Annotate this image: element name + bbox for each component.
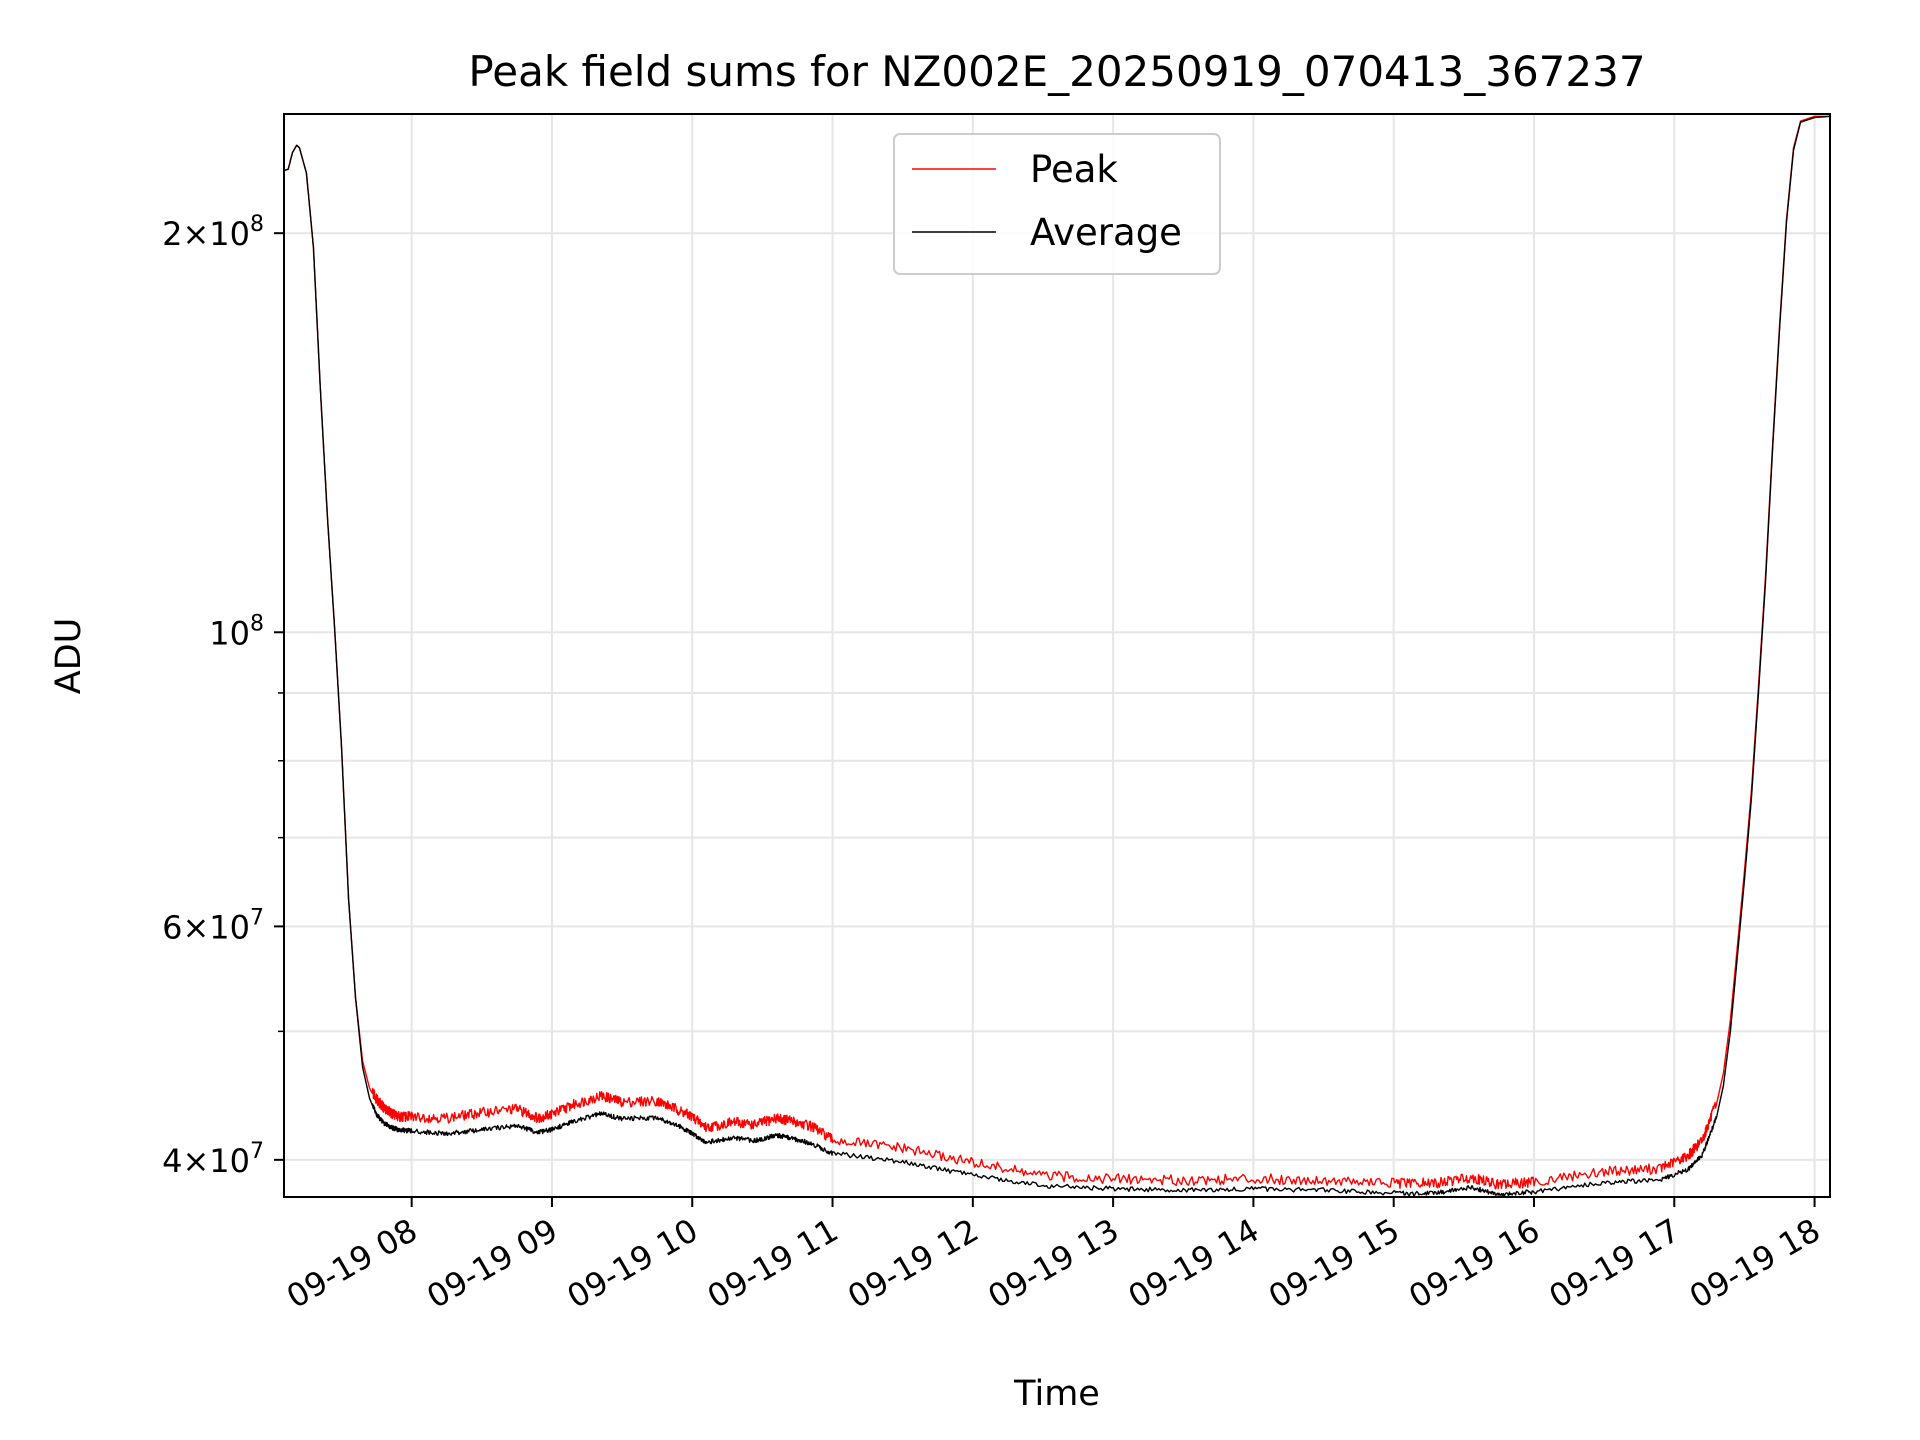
legend-label-average: Average (1030, 211, 1182, 254)
y-tick-label: 2×108 (162, 212, 264, 253)
y-tick-label: 108 (209, 611, 264, 652)
chart-title: Peak field sums for NZ002E_20250919_0704… (468, 47, 1645, 96)
data-lines (283, 115, 1831, 1198)
series-line-average (283, 115, 1831, 1198)
y-tick-label: 4×107 (162, 1139, 264, 1180)
y-axis-label: ADU (49, 618, 89, 695)
y-tick-label: 6×107 (162, 905, 264, 946)
plot-frame (283, 113, 1831, 1198)
x-axis-label: Time (1013, 1374, 1100, 1414)
grid (284, 114, 1830, 1197)
legend-label-peak: Peak (1030, 148, 1118, 191)
legend: Peak Average (893, 133, 1221, 275)
